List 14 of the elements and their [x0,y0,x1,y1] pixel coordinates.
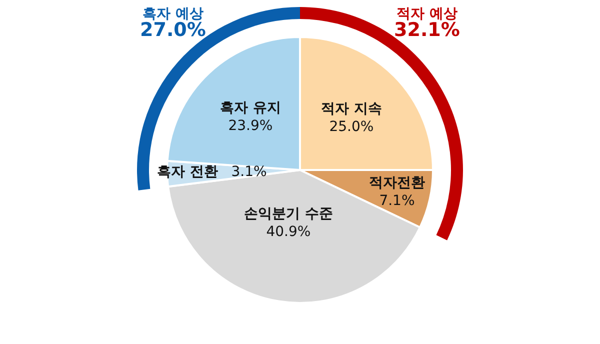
slice-label: 흑자 예상 [142,6,204,22]
data-label: 3.1% [231,164,267,180]
data-label: 27.0% [140,19,206,42]
slice-label: 적자전환 [369,175,425,191]
slice-label: 흑자 유지 [220,100,281,116]
slice-label: 적자 지속 [321,101,382,117]
data-label: 40.9% [266,224,311,240]
slice-label: 적자 예상 [396,6,458,22]
data-label: 32.1% [394,19,460,42]
data-label: 23.9% [228,118,273,134]
data-label: 7.1% [379,193,415,210]
slice-label: 손익분기 수준 [244,206,333,222]
slice-label: 흑자 전환 [157,164,218,180]
data-label: 25.0% [329,119,374,136]
